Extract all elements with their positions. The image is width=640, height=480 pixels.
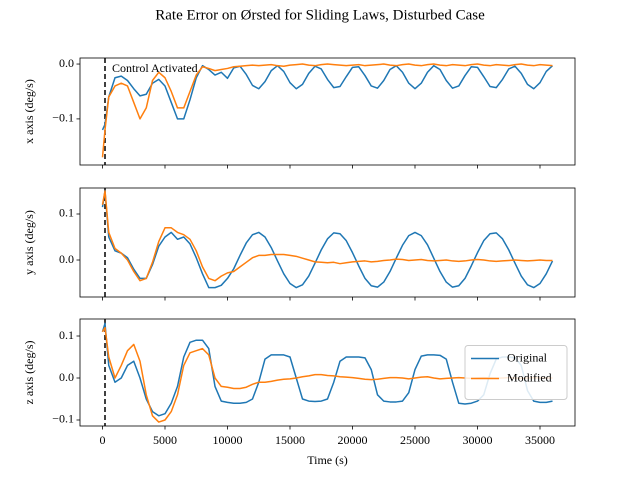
x-tick-label: 35000 (525, 433, 555, 447)
x-tick-label: 10000 (213, 433, 243, 447)
x-tick-label: 0 (100, 433, 106, 447)
x-tick-label: 25000 (400, 433, 430, 447)
y-tick-label: 0.0 (59, 252, 74, 266)
series-line (101, 190, 554, 289)
annotation: Control Activated (112, 61, 198, 75)
series-line (101, 322, 553, 417)
series-line (101, 190, 553, 282)
x-tick-label: 5000 (153, 433, 177, 447)
y-axis-label: x axis (deg/s) (22, 79, 36, 144)
figure-title: Rate Error on Ørsted for Sliding Laws, D… (155, 7, 485, 23)
x-tick-label: 15000 (275, 433, 305, 447)
y-tick-label: 0.1 (59, 206, 74, 220)
y-tick-label: 0.1 (59, 328, 74, 342)
x-tick-label: 30000 (463, 433, 493, 447)
y-tick-label: 0.0 (59, 56, 74, 70)
legend-label: Original (507, 350, 548, 364)
y-tick-label: −0.1 (52, 111, 74, 125)
y-tick-label: 0.0 (59, 370, 74, 384)
y-axis-label: y axis (deg/s) (22, 210, 36, 275)
axes-frame (79, 187, 576, 298)
axes-frame (79, 57, 576, 166)
series-line (101, 63, 553, 158)
x-axis-label: Time (s) (307, 453, 348, 467)
y-tick-label: −0.1 (52, 412, 74, 426)
y-axis-label: z axis (deg/s) (22, 341, 36, 405)
x-tick-label: 20000 (338, 433, 368, 447)
legend-label: Modified (507, 370, 552, 384)
axes-frame (79, 318, 576, 427)
series-line (101, 64, 554, 131)
